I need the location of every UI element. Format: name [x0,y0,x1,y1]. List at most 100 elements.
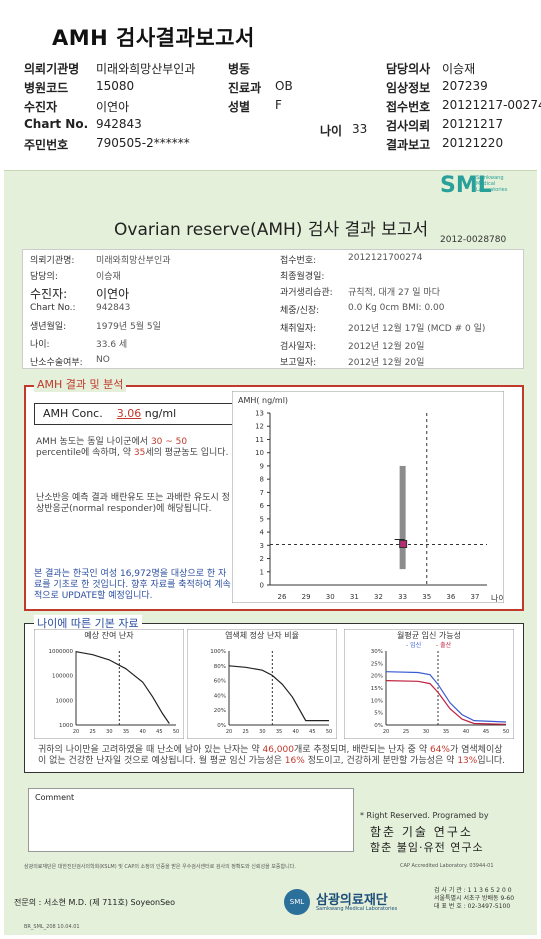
info-value: 규칙적, 대개 27 일 마다 [348,288,440,298]
info-label: 과거생리습관: [280,288,333,298]
mini-y-tick: 20% [371,674,383,680]
amh-value: 3.06 [116,407,142,420]
info-label: 체중/신장: [280,306,320,316]
physician-signature: 전문의 : 서소현 M.D. (제 711호) SoyeonSeo [14,898,175,907]
x-tick-label: 35 [422,593,431,601]
header-label: 수진자 [24,100,58,114]
age-range-bar [399,465,406,570]
info-label: 채취일자: [280,324,317,334]
mini-x-tick: 30 [423,729,429,735]
mini-y-tick: 0% [374,723,383,729]
mini-x-tick: 40 [292,729,298,735]
x-tick-label: 26 [278,593,287,601]
header-value: 20121220 [442,136,504,150]
header-label: 담당의사 [386,62,431,76]
amh-label: AMH Conc. [43,407,103,420]
accreditation-note: 삼광의료재단은 대한진단검사의학회(KSLM) 및 CAP의 소정의 인증을 받… [24,864,296,870]
analysis-paragraph-2: 난소반응 예측 결과 배란유도 또는 과배란 유도시 정상반응군(normal … [36,493,230,514]
info-label: 접수번호: [280,256,317,266]
mini-x-tick: 45 [483,729,489,735]
mini-y-tick: 100% [210,649,226,655]
mini-y-tick: 1000000 [49,649,74,655]
info-label: 나이: [30,340,50,350]
mini-y-tick: 20% [214,708,226,714]
mini-y-tick: 15% [371,686,383,692]
ovarian-report-title: Ovarian reserve(AMH) 검사 결과 보고서 [114,220,429,240]
mini-x-tick: 20 [73,729,79,735]
y-tick-label: 7 [260,489,264,497]
info-value: 2012년 12월 20일 [348,358,425,368]
mini-x-tick: 25 [89,729,95,735]
header-value: 이승재 [442,62,476,76]
sml-logo-subtitle: Samkwang Medical Laboratories [476,175,508,193]
info-value: 2012121700274 [348,253,423,263]
age-section-title: 나이에 따른 기본 자료 [34,615,142,631]
x-axis-label: 나이 [491,593,504,603]
header-label: 성별 [228,100,251,114]
info-label: 난소수술여부: [30,358,83,368]
y-tick-label: 2 [260,555,264,563]
x-tick-label: 33 [398,593,407,601]
header-value: 20121217-00274 [442,98,541,112]
info-label: 최종월경일: [280,272,325,282]
header-value: 20121217 [442,117,504,131]
x-tick-label: 29 [302,593,311,601]
age-value: 33 [352,122,368,136]
contact-info: 검 사 기 관 : 1 1 3 6 5 2 0 0 서울특별시 서초구 방배동 … [434,887,515,910]
header-label: 검사의뢰 [386,119,431,133]
analysis-paragraph-1: AMH 농도는 동일 나이군에서 30 ~ 50 percentile에 속하며… [36,437,229,458]
header-value: OB [275,79,293,93]
mini-y-tick: 40% [214,693,226,699]
cap-accreditation: CAP Accredited Laboratory. 03944-01 [400,863,494,869]
mini-x-tick: 30 [106,729,112,735]
report-title: AMH 검사결과보고서 [52,26,255,50]
header-value: 207239 [442,79,488,93]
header-label: 임상정보 [386,81,431,95]
info-label: 생년월일: [30,322,67,332]
y-tick-label: 13 [255,410,264,418]
y-tick-label: 11 [255,436,264,444]
sml-logo: SML [440,173,492,198]
info-label: 수진자: [30,287,68,301]
info-label: 의뢰기관명: [30,256,75,266]
mini-title: 월평균 임신 가능성 [397,630,461,640]
header-value: 이연아 [96,100,130,114]
y-tick-label: 1 [260,568,264,576]
mini-y-tick: 1000 [59,723,73,729]
amh-unit: ng/ml [144,407,177,420]
header-value: F [275,98,282,112]
foundation-seal-icon: SML [284,889,310,915]
header-label: 병동 [228,62,251,76]
legend-pregnancy: - 임신 [406,641,421,649]
x-tick-label: 37 [471,593,480,601]
y-tick-label: 5 [260,515,264,523]
x-tick-label: 31 [350,593,359,601]
info-label: 보고일자: [280,358,317,368]
header-label: 병원코드 [24,81,69,95]
header-label: Chart No. [24,117,89,131]
y-tick-label: 9 [260,462,264,470]
y-tick-label: 4 [260,529,265,537]
header-value: 942843 [96,117,142,131]
foundation-name: 삼광의료재단 [316,893,388,908]
x-tick-label: 30 [326,593,335,601]
document-number: 2012-0028780 [440,235,507,245]
analysis-paragraph-3: 본 결과는 한국인 여성 16,972명을 대상으로 한 자료를 기초로 한 것… [34,569,231,601]
info-value: 미래와희망산부인과 [96,256,171,266]
header-label: 진료과 [228,81,262,95]
mini-x-tick: 35 [443,729,449,735]
pregnancy-curve [385,671,507,723]
header-value: 15080 [96,79,135,93]
x-tick-label: 32 [374,593,383,601]
mini-y-tick: 80% [214,664,226,670]
birth-curve [385,680,507,725]
mini-x-tick: 30 [259,729,265,735]
mini-x-tick: 35 [123,729,129,735]
patient-info-box [22,249,524,369]
mini-y-tick: 10000 [56,698,74,704]
mini-x-tick: 40 [139,729,145,735]
mini-x-tick: 50 [173,729,179,735]
comment-label: Comment [35,793,75,802]
mini-y-tick: 10% [371,698,383,704]
